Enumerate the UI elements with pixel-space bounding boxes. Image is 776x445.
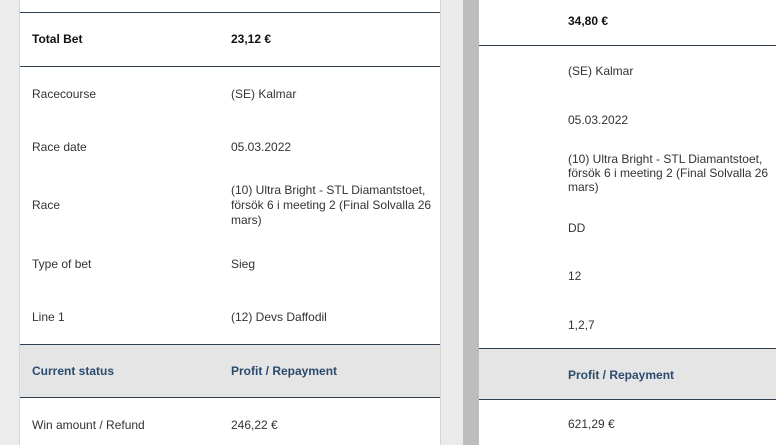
win-amount-value: 246,22 €: [231, 418, 278, 432]
bet-detail-panel-right: 34,80 € (SE) Kalmar 05.03.2022 (10) Ultr…: [479, 0, 776, 445]
race-value: (10) Ultra Bright - STL Diamantstoet, fö…: [568, 152, 769, 194]
bet-detail-panel-left: Total Bet 23,12 € Racecourse (SE) Kalmar…: [19, 0, 441, 445]
divider: [20, 66, 440, 67]
page-background: [0, 0, 19, 445]
status-value: Profit / Repayment: [231, 364, 338, 378]
divider: [20, 344, 440, 345]
race-label: Race: [32, 198, 61, 212]
type-of-bet-value: DD: [568, 221, 586, 235]
status-header: [20, 345, 440, 397]
line-value: 12: [568, 269, 582, 283]
racecourse-value: (SE) Kalmar: [231, 87, 297, 101]
race-date-label: Race date: [32, 140, 87, 154]
panel-gap: [441, 0, 463, 445]
race-date-value: 05.03.2022: [568, 113, 629, 127]
current-status-label: Current status: [32, 364, 115, 378]
racecourse-value: (SE) Kalmar: [568, 64, 634, 78]
win-amount-label: Win amount / Refund: [32, 418, 145, 432]
line-1-label: Line 1: [32, 310, 65, 324]
racecourse-label: Racecourse: [32, 87, 97, 101]
line-value: 1,2,7: [568, 318, 595, 332]
total-bet-value: 23,12 €: [231, 32, 272, 46]
divider: [479, 45, 776, 46]
win-amount-value: 621,29 €: [568, 417, 615, 431]
type-of-bet-value: Sieg: [231, 257, 256, 271]
total-bet-label: Total Bet: [32, 32, 83, 46]
divider: [479, 348, 776, 349]
scrollbar[interactable]: [463, 0, 479, 445]
total-bet-value: 34,80 €: [568, 14, 609, 28]
divider: [479, 399, 776, 400]
status-header: [479, 349, 776, 399]
type-of-bet-label: Type of bet: [32, 257, 92, 271]
divider: [20, 397, 440, 398]
status-value: Profit / Repayment: [568, 368, 675, 382]
divider: [20, 12, 440, 13]
race-date-value: 05.03.2022: [231, 140, 292, 154]
race-value: (10) Ultra Bright - STL Diamantstoet, fö…: [231, 183, 432, 227]
line-1-value: (12) Devs Daffodil: [231, 310, 327, 324]
